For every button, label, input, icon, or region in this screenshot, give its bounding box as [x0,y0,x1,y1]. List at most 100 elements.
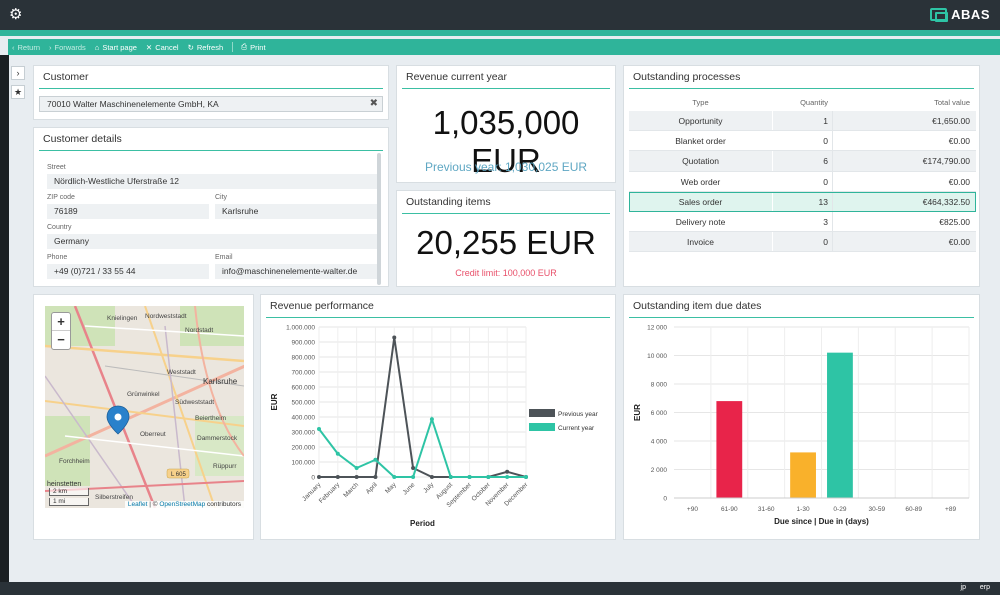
zoom-out-button[interactable]: − [57,332,65,347]
chevron-right-icon: › [49,42,52,52]
table-row[interactable]: Web order 0 €0.00 [629,171,976,192]
y-tick-label: 800.000 [292,355,316,362]
data-point [467,475,472,479]
data-point [317,475,321,479]
table-row-selected[interactable]: Sales order 13 €464,332.50 [629,191,976,212]
start-page-button[interactable]: ⌂ Start page [95,43,137,52]
clear-icon[interactable]: ✖ [369,98,378,109]
city-field[interactable]: Karlsruhe [215,204,377,219]
map-label: Südweststadt [175,399,214,406]
data-point [354,475,359,479]
panel-title: Customer [39,71,383,89]
customer-panel: Customer 70010 Walter Maschinenelemente … [33,65,389,120]
attribution-tail: contributors [205,501,241,508]
map-label: Grünwinkel [127,391,160,398]
bar [827,352,853,498]
map-label: heinstetten [47,481,81,488]
zoom-in-button[interactable]: + [52,313,70,331]
y-tick-label: 400.000 [292,415,316,422]
table-row[interactable]: Invoice 0 €0.00 [629,232,976,253]
x-tick-label: April [365,481,380,496]
row-quantity: 0 [772,171,832,191]
return-button[interactable]: ‹ Return [12,43,40,52]
star-icon: ★ [13,87,23,97]
abas-logo-icon [930,8,949,22]
column-header-type[interactable]: Type [692,98,709,107]
forwards-button[interactable]: › Forwards [49,43,86,52]
brand: ABAS [930,7,990,22]
data-point [429,475,434,479]
row-total: €1,650.00 [832,111,976,131]
row-type: Blanket order [675,136,726,147]
refresh-icon: ↻ [187,42,194,52]
data-point [392,335,397,340]
refresh-button[interactable]: ↻ Refresh [188,43,224,52]
table-row[interactable]: Blanket order 0 €0.00 [629,131,976,152]
forwards-label: Forwards [54,42,86,52]
map-label: Silberstreifen [95,494,133,501]
top-bar: ⚙ ABAS [0,0,1000,30]
table-row[interactable]: Quotation 6 €174,790.00 [629,151,976,172]
zip-label: ZIP code [47,194,75,201]
x-tick-label: June [402,481,417,496]
customer-input[interactable]: 70010 Walter Maschinenelemente GmbH, KA … [39,96,383,112]
y-tick-label: 0 [311,475,315,482]
map[interactable]: Knielingen Nordweststadt Nordstadt Wests… [45,306,244,508]
return-label: Return [17,42,41,52]
data-point [373,457,378,462]
cancel-button[interactable]: ✕ Cancel [146,43,179,52]
y-tick-label: 900.000 [292,340,316,347]
email-label: Email [215,254,233,261]
data-point [335,475,340,479]
leaflet-link[interactable]: Leaflet [127,501,148,508]
table-row[interactable]: Delivery note 3 €825.00 [629,211,976,233]
favorites-button[interactable]: ★ [11,85,25,99]
osm-link[interactable]: OpenStreetMap [159,501,206,508]
row-total: €0.00 [832,131,976,151]
chevron-left-icon: ‹ [12,42,15,52]
y-tick-label: 10 000 [647,353,667,360]
zip-field[interactable]: 76189 [47,204,209,219]
outstanding-processes-panel: Outstanding processes Type Quantity Tota… [623,65,980,287]
toolbar-divider [232,42,234,52]
map-label: Forchheim [59,458,90,465]
expand-sidebar-button[interactable]: › [11,66,25,80]
data-point [505,469,510,474]
x-tick-label: 61-90 [721,506,738,513]
panel-title: Customer details [39,133,383,151]
y-tick-label: 1.000.000 [286,325,315,332]
scale-mi: 1 mi [49,498,89,506]
home-icon: ⌂ [94,42,100,52]
customer-details-panel: Customer details Street Nördlich-Westlic… [33,127,389,287]
data-point [411,475,416,479]
country-field[interactable]: Germany [47,234,377,249]
print-label: Print [250,42,266,52]
language-indicator[interactable]: jp [960,584,966,591]
scrollbar[interactable] [377,153,381,285]
panel-title: Outstanding item due dates [629,300,974,318]
row-type: Web order [680,176,721,187]
phone-field[interactable]: +49 (0)721 / 33 55 44 [47,264,209,279]
print-button[interactable]: ⎙ Print [241,42,265,52]
data-point [373,475,378,479]
legend-label: Current year [558,425,595,432]
due-dates-panel: Outstanding item due dates 0 2 000 4 000 6 … [623,294,980,540]
email-field[interactable]: info@maschinenelemente-walter.de [215,264,377,279]
road-sign [166,468,190,479]
column-header-total[interactable]: Total value [934,98,970,107]
y-tick-label: 0 [663,496,667,503]
credit-limit-value: Credit limit: 100,000 EUR [455,268,557,278]
legend-label: Previous year [558,411,599,418]
table-row[interactable]: Opportunity 1 €1,650.00 [629,111,976,132]
map-label: Oberreut [140,431,166,438]
gear-icon[interactable]: ⚙ [9,6,23,23]
location-marker-icon[interactable] [106,405,130,435]
data-point [354,466,359,470]
column-header-quantity[interactable]: Quantity [800,98,828,107]
x-tick-label: 0-29 [833,506,846,513]
street-field[interactable]: Nördlich-Westliche Uferstraße 12 [47,174,377,189]
row-type: Delivery note [675,216,726,227]
system-indicator: erp [979,584,990,591]
table-header: Type Quantity Total value [629,98,976,111]
row-total: €0.00 [832,232,976,252]
